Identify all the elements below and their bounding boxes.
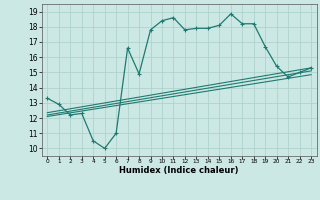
X-axis label: Humidex (Indice chaleur): Humidex (Indice chaleur) xyxy=(119,166,239,175)
